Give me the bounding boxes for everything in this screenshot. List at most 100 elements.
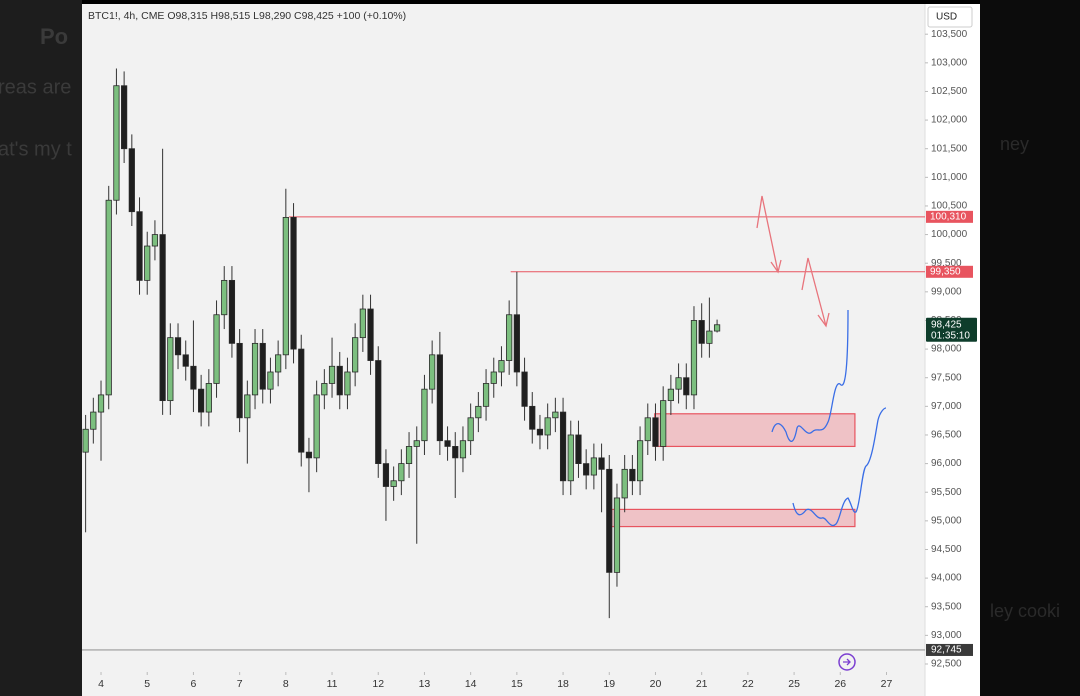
y-tick-label: 97,500 [931,372,962,383]
candle-body [706,330,713,344]
candle-body [436,354,443,442]
candle-body [167,337,174,402]
zone [654,413,856,448]
x-tick-label: 12 [372,678,384,690]
y-tick-label: 92,500 [931,659,962,670]
backdrop-text: reas are [0,76,71,98]
level-label: 99,350 [930,266,961,277]
candle-body [590,457,597,476]
x-tick-label: 5 [144,678,150,690]
x-tick-label: 11 [327,678,338,690]
candle-body [190,365,197,390]
candle-body [97,394,105,413]
left-backdrop [0,0,82,696]
candle-body [513,314,520,373]
candle-body [221,279,228,316]
candle-body [652,417,659,447]
x-tick-label: 13 [419,678,431,690]
candle-body [675,377,682,390]
candle-body [544,417,551,436]
candle-body [182,354,189,367]
candle-body [490,371,497,384]
candle-body [459,440,467,459]
arrow-head [770,259,782,274]
y-tick-label: 97,000 [931,401,962,412]
candle-body [506,314,513,361]
candle-body [552,411,559,419]
candle-body [529,405,536,430]
last-price-label: 98,425 [931,319,962,330]
x-tick-label: 25 [788,678,800,690]
y-tick-label: 93,000 [931,630,962,641]
y-tick-label: 103,500 [931,29,968,40]
y-tick-label: 98,000 [931,344,962,355]
backdrop-text: Po [40,24,68,49]
currency-button[interactable] [927,6,973,28]
zone [607,508,856,528]
candle-body [121,85,128,150]
plot-background [82,4,925,696]
candle-body [159,234,166,402]
y-tick-label: 94,000 [931,573,962,584]
candle-body [660,400,667,447]
candle-body [536,428,544,436]
x-tick-label: 18 [557,678,569,690]
annotations [756,195,887,527]
backdrop-text: ley cooki [990,601,1060,621]
x-tick-label: 6 [191,678,197,690]
candle-body [290,217,297,350]
candle-body [151,234,159,247]
candle-body [205,383,212,413]
candle-body [583,463,590,476]
candle-body [621,468,628,499]
candle-body [352,337,359,373]
candle-body [144,245,151,281]
candle-body [390,480,397,487]
x-tick-label: 14 [465,678,477,690]
y-tick-label: 100,000 [931,229,968,240]
candle-body [267,371,274,390]
candle-body [636,440,644,482]
backdrop-text: at's my t [0,138,72,160]
y-tick-label: 101,500 [931,143,968,154]
candle-body [82,428,89,453]
candle-body [244,394,251,419]
candle-body [228,279,236,344]
y-tick-label: 100,500 [931,201,968,212]
candle-body [382,463,390,487]
y-tick-label: 94,500 [931,544,962,555]
candle-body [298,348,305,453]
replay-icon[interactable] [838,653,856,671]
level-tag [926,265,973,278]
arrow [756,195,779,273]
reference-label: 92,745 [931,645,962,656]
candle-body [467,417,474,442]
y-tick-label: 95,500 [931,487,962,498]
candle-body [344,371,351,396]
candle-body [475,405,482,419]
candle-body [498,360,505,373]
candle-body [521,371,528,407]
scribble [771,309,849,442]
candle-body [667,388,674,402]
scribble [792,407,887,527]
candle-body [359,308,366,339]
price-axis-background [925,4,980,696]
candle-body [429,354,436,390]
countdown-label: 01:35:10 [931,330,970,341]
x-tick-label: 26 [834,678,846,690]
candle-body [421,388,428,442]
candle-body [413,440,420,447]
level-label: 100,310 [930,211,967,222]
candle-body [405,446,413,464]
candle-body [321,383,328,396]
arrow [801,257,827,327]
candle-body [313,394,320,459]
candle-body [482,383,490,407]
y-tick-label: 102,500 [931,86,968,97]
last-price-tag [926,317,977,342]
x-tick-label: 20 [650,678,662,690]
candle-body [251,342,259,396]
y-tick-label: 99,500 [931,258,962,269]
